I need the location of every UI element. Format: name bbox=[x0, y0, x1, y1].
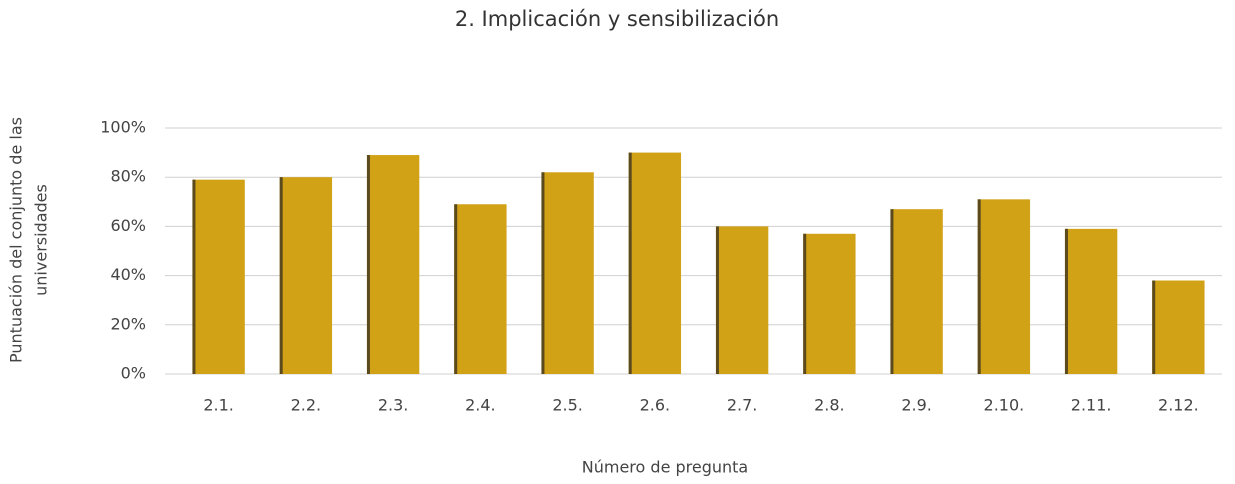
bar-edge bbox=[366, 155, 370, 374]
x-tick-label: 2.12. bbox=[1158, 396, 1199, 415]
bar-edge bbox=[1152, 280, 1156, 374]
bar-edge bbox=[890, 209, 894, 374]
bar-edge bbox=[977, 199, 981, 374]
bar-edge bbox=[541, 172, 545, 374]
x-tick-label: 2.3. bbox=[378, 396, 409, 415]
chart-title: 2. Implicación y sensibilización bbox=[455, 7, 779, 31]
bar bbox=[977, 199, 1031, 374]
x-tick-label: 2.6. bbox=[640, 396, 671, 415]
bar bbox=[192, 179, 245, 374]
bar bbox=[1064, 228, 1118, 374]
bar-edge bbox=[628, 152, 632, 374]
bar bbox=[890, 209, 943, 374]
bar-edge bbox=[192, 179, 196, 374]
bar bbox=[803, 233, 856, 374]
x-tick-label: 2.1. bbox=[203, 396, 234, 415]
y-axis-label: Puntuación del conjunto de las bbox=[7, 117, 26, 363]
x-tick-label: 2.10. bbox=[984, 396, 1025, 415]
x-tick-label: 2.4. bbox=[465, 396, 496, 415]
x-tick-label: 2.2. bbox=[291, 396, 322, 415]
y-tick-label: 0% bbox=[121, 364, 146, 383]
bar bbox=[628, 152, 682, 374]
bar bbox=[366, 155, 420, 374]
x-tick-label: 2.11. bbox=[1071, 396, 1112, 415]
bar-edge bbox=[279, 177, 283, 374]
x-tick-label: 2.7. bbox=[727, 396, 758, 415]
bar-edge bbox=[715, 226, 719, 374]
bar bbox=[715, 226, 769, 374]
bar bbox=[1152, 280, 1205, 374]
bar-edge bbox=[1064, 228, 1068, 374]
x-tick-label: 2.8. bbox=[814, 396, 845, 415]
y-tick-label: 20% bbox=[110, 314, 146, 333]
x-tick-label: 2.5. bbox=[552, 396, 583, 415]
bar bbox=[541, 172, 594, 374]
bar-edge bbox=[803, 233, 807, 374]
x-axis-label: Número de pregunta bbox=[582, 458, 748, 477]
y-tick-label: 60% bbox=[110, 216, 146, 235]
x-tick-label: 2.9. bbox=[901, 396, 932, 415]
y-tick-label: 80% bbox=[110, 167, 146, 186]
y-tick-label: 40% bbox=[110, 265, 146, 284]
bar bbox=[454, 204, 507, 374]
y-axis-label: universidades bbox=[32, 184, 51, 296]
bar bbox=[279, 177, 333, 374]
bar-edge bbox=[454, 204, 458, 374]
y-tick-label: 100% bbox=[100, 118, 146, 137]
